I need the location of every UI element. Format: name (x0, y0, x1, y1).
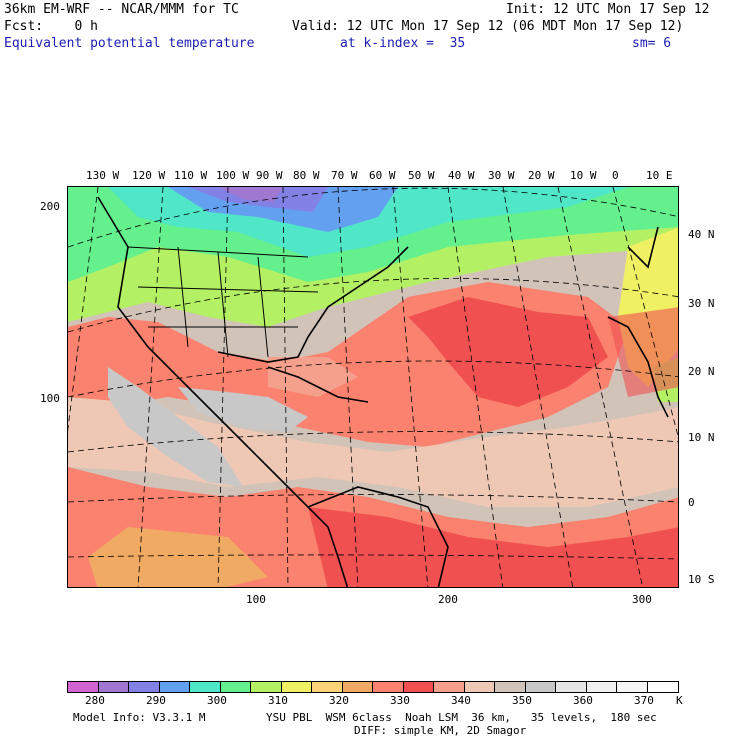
colorbar-swatch (159, 682, 190, 692)
lat-label: 0 (688, 496, 695, 509)
colorbar-swatch (525, 682, 556, 692)
lat-label: 20 N (688, 365, 715, 378)
colorbar-label: 340 (451, 694, 471, 707)
valid-time: Valid: 12 UTC Mon 17 Sep 12 (06 MDT Mon … (292, 19, 684, 34)
colorbar-swatch (68, 682, 99, 692)
colorbar-label: 280 (85, 694, 105, 707)
grid-label-left-200: 200 (40, 200, 60, 213)
colorbar-swatch (586, 682, 617, 692)
colorbar-swatch (647, 682, 678, 692)
colorbar-swatch (403, 682, 434, 692)
lat-label: 10 S (688, 573, 715, 586)
colorbar-label: 310 (268, 694, 288, 707)
lon-label: 120 W (132, 169, 166, 182)
init-time: Init: 12 UTC Mon 17 Sep 12 (506, 2, 710, 17)
colorbar-label: 300 (207, 694, 227, 707)
colorbar (67, 681, 679, 693)
colorbar-swatch (220, 682, 251, 692)
physics-info: YSU PBL WSM 6class Noah LSM 36 km, 35 le… (266, 711, 657, 724)
lon-label: 100 W (216, 169, 250, 182)
diffusion-info: DIFF: simple KM, 2D Smagor (354, 724, 527, 737)
colorbar-label: 330 (390, 694, 410, 707)
colorbar-label: 290 (146, 694, 166, 707)
forecast-hour: Fcst: 0 h (4, 19, 98, 34)
colorbar-swatch (281, 682, 312, 692)
lat-label: 10 N (688, 431, 715, 444)
colorbar-label: 370 (634, 694, 654, 707)
colorbar-swatch (251, 682, 282, 692)
colorbar-swatch (129, 682, 160, 692)
lon-label: 50 W (408, 169, 435, 182)
lat-label: 30 N (688, 297, 715, 310)
map-panel (67, 186, 679, 588)
colorbar-swatch (342, 682, 373, 692)
model-info: Model Info: V3.3.1 M (73, 711, 206, 724)
lon-label: 10 W (570, 169, 597, 182)
lat-label: 40 N (688, 228, 715, 241)
lon-label: 90 W (256, 169, 283, 182)
lon-label: 70 W (331, 169, 358, 182)
colorbar-swatch (373, 682, 404, 692)
colorbar-label: 320 (329, 694, 349, 707)
lon-label: 10 E (646, 169, 673, 182)
colorbar-swatch (495, 682, 526, 692)
grid-label-bottom-300: 300 (632, 593, 652, 606)
grid-label-left-100: 100 (40, 392, 60, 405)
colorbar-label: 360 (573, 694, 593, 707)
colorbar-swatch (617, 682, 648, 692)
lon-label: 130 W (86, 169, 120, 182)
lon-label: 20 W (528, 169, 555, 182)
colorbar-swatch (98, 682, 129, 692)
grid-label-bottom-200: 200 (438, 593, 458, 606)
smoothing-label: sm= 6 (632, 36, 672, 51)
colorbar-swatch (312, 682, 343, 692)
colorbar-label: 350 (512, 694, 532, 707)
lon-label: 110 W (174, 169, 208, 182)
level-label: at k-index = 35 (340, 36, 466, 51)
field-name: Equivalent potential temperature (4, 36, 255, 51)
colorbar-swatch (556, 682, 587, 692)
colorbar-swatch (434, 682, 465, 692)
lon-label: 30 W (488, 169, 515, 182)
grid-label-bottom-100: 100 (246, 593, 266, 606)
colorbar-swatch (190, 682, 221, 692)
model-title: 36km EM-WRF -- NCAR/MMM for TC (4, 2, 239, 17)
lon-label: 0 (612, 169, 619, 182)
lon-label: 80 W (293, 169, 320, 182)
lon-label: 60 W (369, 169, 396, 182)
lon-label: 40 W (448, 169, 475, 182)
colorbar-swatch (464, 682, 495, 692)
colorbar-unit: K (676, 694, 683, 707)
theta-e-field (68, 187, 678, 587)
